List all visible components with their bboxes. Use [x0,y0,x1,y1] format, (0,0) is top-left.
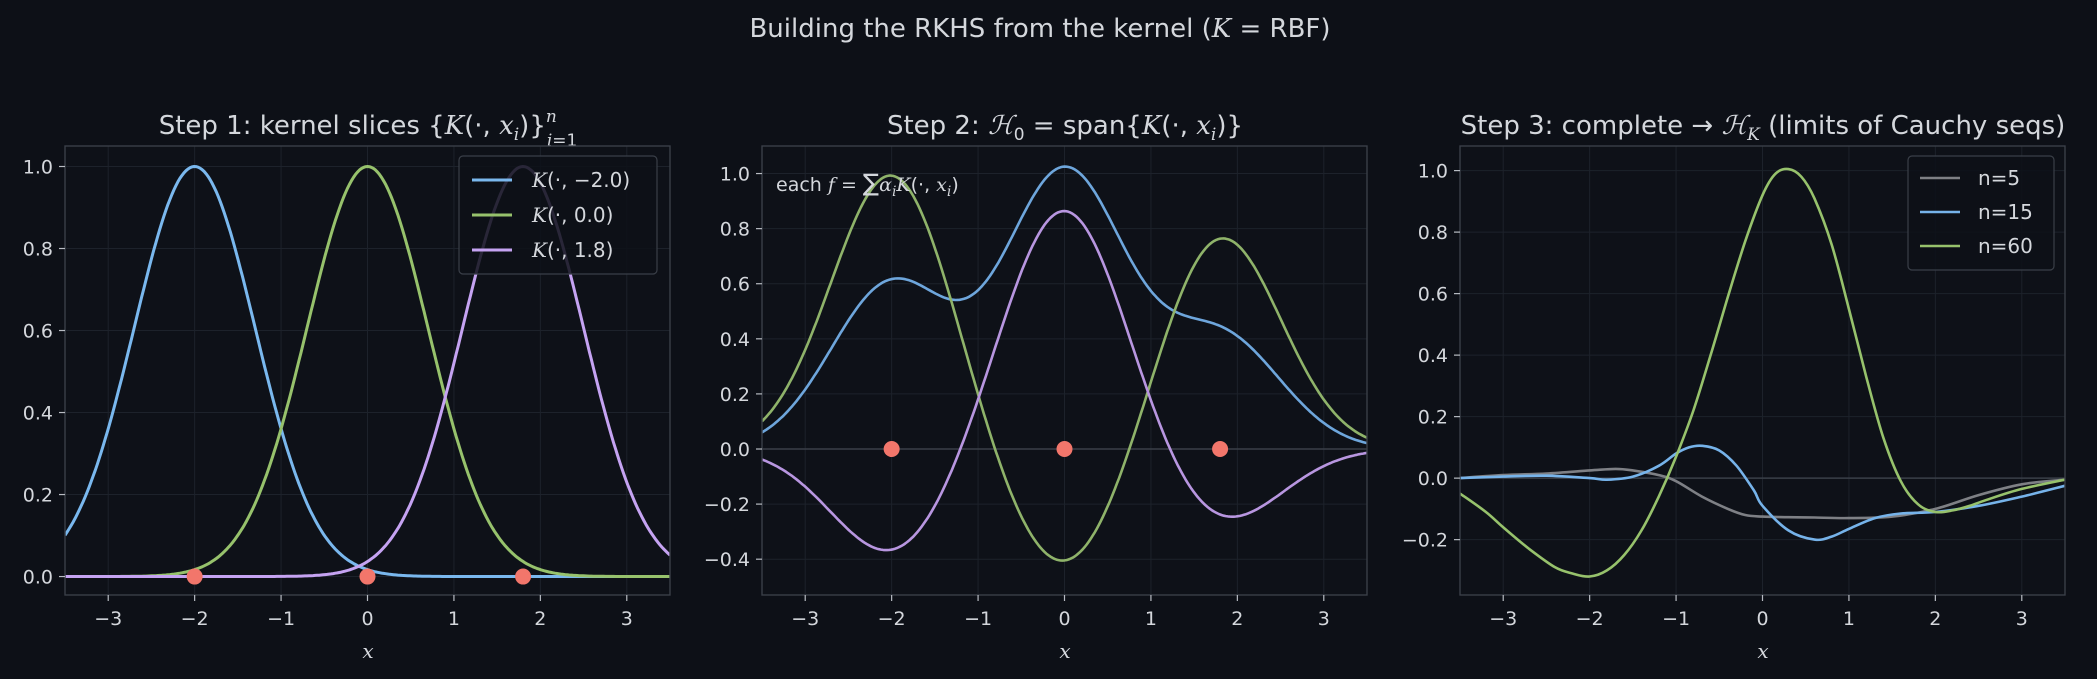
x-tick-label: −2 [181,608,209,630]
y-tick-label: 0.8 [1418,222,1448,244]
y-tick-label: 0.4 [720,329,750,351]
data-point [1212,441,1229,458]
x-tick-label: 2 [1929,608,1941,630]
legend-entry: K(·, 0.0) [531,203,613,227]
y-tick-label: 0.4 [23,403,53,425]
x-tick-label: 3 [2016,608,2028,630]
x-tick-label: 1 [1145,608,1157,630]
x-tick-label: 1 [448,608,460,630]
y-tick-label: −0.2 [704,494,750,516]
y-tick-label: 0.4 [1418,345,1448,367]
series-line-2 [1460,444,2065,542]
panel-1-xlabel: x [362,639,373,663]
legend-entry: K(·, 1.8) [531,238,613,262]
legend-entry: n=60 [1978,234,2033,258]
x-tick-label: −3 [1489,608,1517,630]
x-tick-label: −1 [964,608,992,630]
y-tick-label: 0.0 [1418,468,1448,490]
series-line-1 [1460,467,2065,520]
panel-2-title: Step 2: ℋ0 = span{K(·, xi)} [887,111,1243,145]
x-tick-label: 2 [534,608,546,630]
y-tick-label: 0.2 [23,485,53,507]
panel-2-xlabel: x [1059,639,1070,663]
series-line-3 [1460,167,2065,578]
x-tick-label: 3 [621,608,633,630]
y-tick-label: 0.2 [1418,407,1448,429]
x-tick-label: −3 [791,608,819,630]
x-tick-label: 1 [1843,608,1855,630]
series-line-2 [762,174,1367,562]
x-tick-label: −1 [267,608,295,630]
x-tick-label: −2 [878,608,906,630]
panel-1-legend: K(·, −2.0) K(·, 0.0) K(·, 1.8) [458,155,658,275]
series-line-3 [762,209,1367,552]
y-tick-label: 0.6 [1418,284,1448,306]
y-tick-label: 0.0 [720,439,750,461]
y-tick-label: 0.6 [23,321,53,343]
data-point [515,568,532,585]
panel-3-legend: n=5 n=15 n=60 [1907,155,2055,271]
data-point [883,441,900,458]
x-tick-label: −1 [1662,608,1690,630]
x-tick-label: 0 [1058,608,1070,630]
panel-2-annotation: each f = ∑αiK(·, xi) [776,169,959,200]
legend-entry: K(·, −2.0) [531,168,630,192]
legend-box [1907,155,2055,271]
series-line-1 [762,165,1367,445]
x-tick-label: 3 [1318,608,1330,630]
panel-3-xlabel: x [1757,639,1768,663]
panel-step-1: Step 1: kernel slices {K(·, xi)}n i=1 −3−… [23,107,671,663]
y-tick-label: 0.2 [720,384,750,406]
y-tick-label: 0.8 [23,239,53,261]
y-tick-label: 1.0 [23,157,53,179]
panel-step-3: Step 3: complete → ℋK (limits of Cauchy … [1402,111,2066,663]
panel-step-2: Step 2: ℋ0 = span{K(·, xi)} −3 −2 −1 0 1 2 3 −0… [704,111,1368,663]
legend-box [458,155,658,275]
y-tick-label: 0.6 [720,274,750,296]
x-tick-label: 2 [1231,608,1243,630]
x-tick-label: 0 [361,608,373,630]
x-tick-label: −2 [1576,608,1604,630]
data-point [186,568,203,585]
legend-entry: n=15 [1978,200,2033,224]
legend-entry: n=5 [1978,166,2020,190]
figure-title: Building the RKHS from the kernel (K = R… [749,14,1330,44]
y-tick-label: 1.0 [720,164,750,186]
y-tick-label: −0.4 [704,549,750,571]
y-tick-label: 0.0 [23,567,53,589]
panel-3-title: Step 3: complete → ℋK (limits of Cauchy … [1461,111,2066,145]
y-tick-label: 0.8 [720,219,750,241]
y-tick-label: 1.0 [1418,161,1448,183]
x-tick-label: 0 [1756,608,1768,630]
y-tick-label: −0.2 [1402,530,1448,552]
data-point [1056,441,1073,458]
x-tick-label: −3 [94,608,122,630]
data-point [359,568,376,585]
